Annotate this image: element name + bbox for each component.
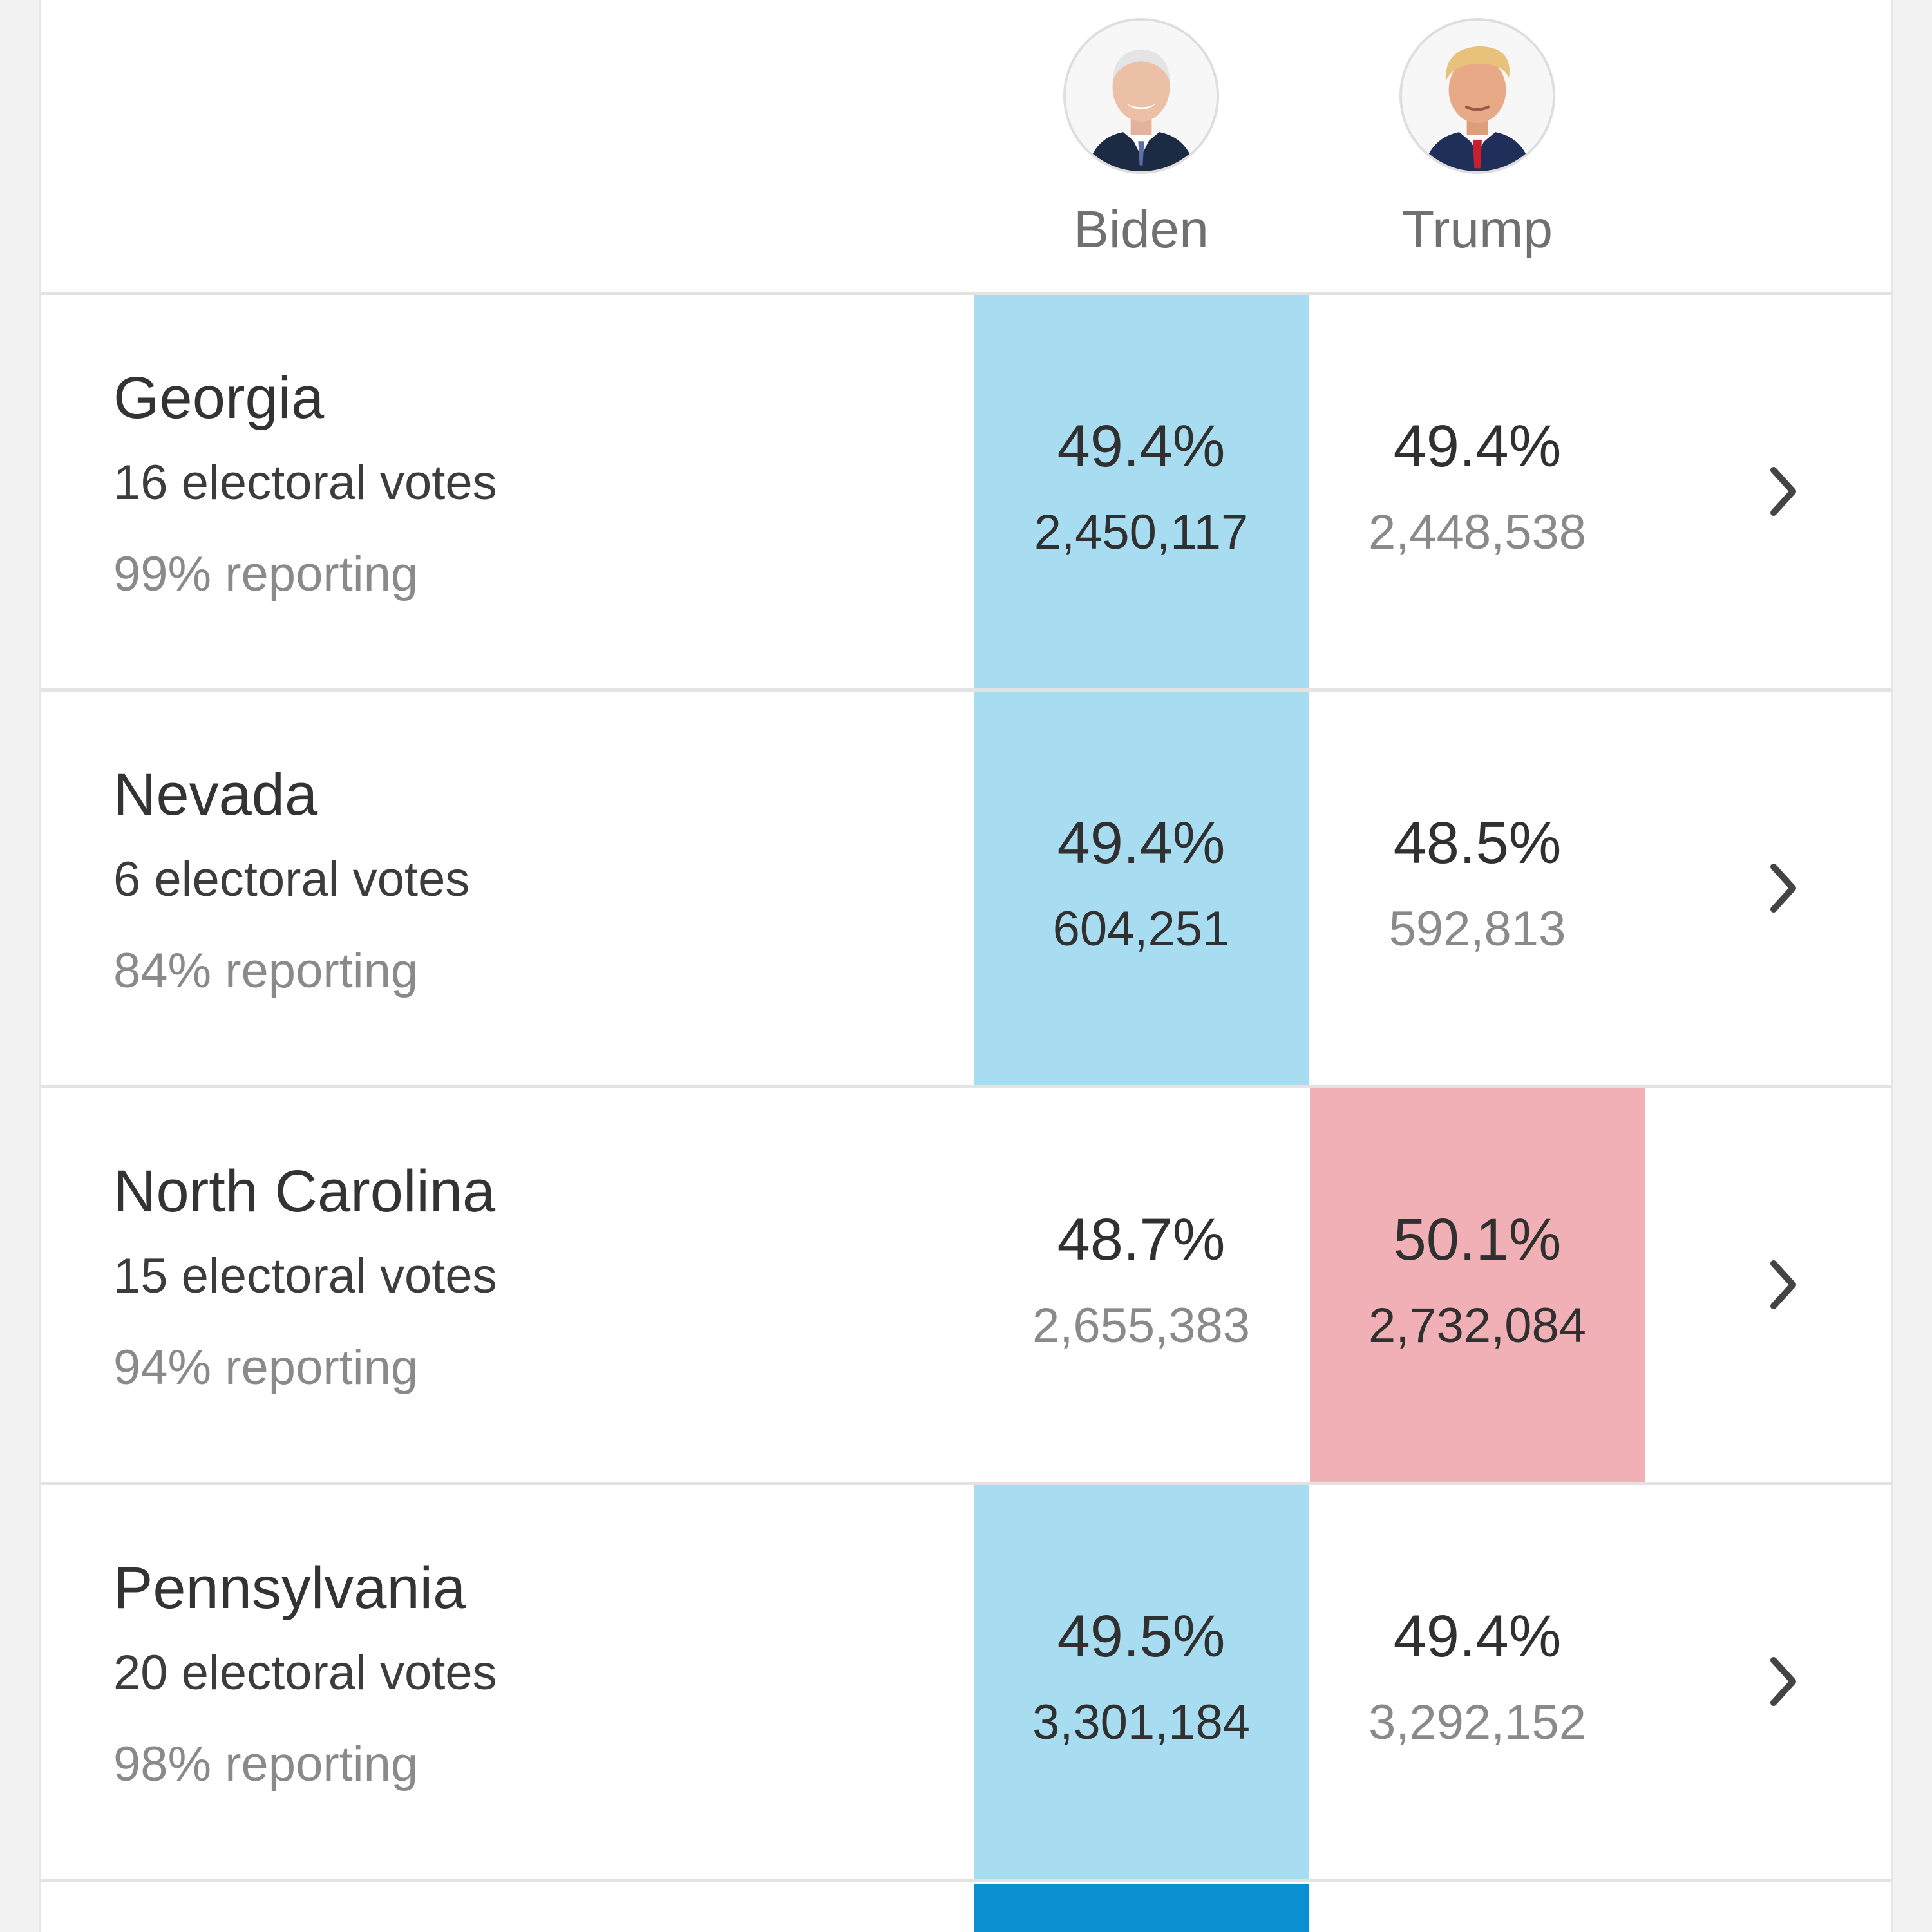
state-name: Nevada xyxy=(113,762,318,828)
candidate-name-biden: Biden xyxy=(1074,200,1209,259)
biden-result-cell-partial xyxy=(974,1884,1309,1932)
chevron-right-icon[interactable] xyxy=(1754,1256,1812,1314)
trump-avatar xyxy=(1399,18,1555,174)
state-row-north-carolina[interactable]: North Carolina 15 electoral votes 94% re… xyxy=(41,1088,1891,1485)
trump-result-cell: 49.4% 2,448,538 xyxy=(1310,295,1645,688)
biden-vote-count: 604,251 xyxy=(1052,902,1230,956)
biden-percentage: 48.7% xyxy=(1057,1207,1226,1273)
biden-percentage: 49.5% xyxy=(1057,1604,1226,1669)
trump-result-cell: 50.1% 2,732,084 xyxy=(1310,1088,1645,1482)
trump-percentage: 49.4% xyxy=(1393,413,1562,479)
biden-avatar xyxy=(1063,18,1219,174)
state-row-partial[interactable] xyxy=(41,1884,1891,1932)
reporting-status: 94% reporting xyxy=(113,1340,419,1395)
trump-result-cell: 49.4% 3,292,152 xyxy=(1310,1485,1645,1879)
trump-vote-count: 2,448,538 xyxy=(1368,505,1587,560)
electoral-votes: 20 electoral votes xyxy=(113,1645,497,1700)
trump-vote-count: 3,292,152 xyxy=(1368,1695,1587,1750)
trump-percentage: 50.1% xyxy=(1393,1207,1562,1273)
biden-result-cell: 49.5% 3,301,184 xyxy=(974,1485,1309,1879)
biden-vote-count: 3,301,184 xyxy=(1032,1695,1251,1750)
electoral-votes: 16 electoral votes xyxy=(113,455,497,510)
chevron-right-icon[interactable] xyxy=(1754,859,1812,917)
state-info: Pennsylvania 20 electoral votes 98% repo… xyxy=(113,1556,497,1792)
chevron-right-icon[interactable] xyxy=(1754,1653,1812,1710)
state-name: Pennsylvania xyxy=(113,1555,466,1621)
biden-vote-count: 2,655,383 xyxy=(1032,1298,1251,1353)
biden-result-cell: 49.4% 2,450,117 xyxy=(974,295,1309,688)
biden-result-cell: 49.4% 604,251 xyxy=(974,692,1309,1085)
trump-result-cell: 48.5% 592,813 xyxy=(1310,692,1645,1085)
trump-vote-count: 592,813 xyxy=(1388,902,1566,956)
reporting-status: 99% reporting xyxy=(113,547,419,601)
reporting-status: 98% reporting xyxy=(113,1737,419,1792)
candidate-biden: Biden xyxy=(974,18,1309,259)
candidate-trump: Trump xyxy=(1310,18,1645,259)
trump-percentage: 49.4% xyxy=(1393,1604,1562,1669)
electoral-votes: 15 electoral votes xyxy=(113,1249,497,1303)
state-row-pennsylvania[interactable]: Pennsylvania 20 electoral votes 98% repo… xyxy=(41,1485,1891,1882)
biden-result-cell: 48.7% 2,655,383 xyxy=(974,1088,1309,1482)
state-name: North Carolina xyxy=(113,1159,496,1224)
chevron-right-icon[interactable] xyxy=(1754,462,1812,520)
biden-vote-count: 2,450,117 xyxy=(1034,505,1249,560)
election-results-card: Biden Trump Georgia 16 electora xyxy=(39,0,1893,1932)
trump-portrait-icon xyxy=(1402,21,1553,171)
trump-percentage: 48.5% xyxy=(1393,810,1562,876)
trump-vote-count: 2,732,084 xyxy=(1368,1298,1587,1353)
candidate-name-trump: Trump xyxy=(1402,200,1553,259)
state-info: Nevada 6 electoral votes 84% reporting xyxy=(113,762,469,998)
electoral-votes: 6 electoral votes xyxy=(113,852,470,907)
state-info: North Carolina 15 electoral votes 94% re… xyxy=(113,1159,497,1395)
biden-percentage: 49.4% xyxy=(1057,810,1226,876)
reporting-status: 84% reporting xyxy=(113,943,419,998)
candidates-header: Biden Trump xyxy=(41,0,1891,295)
biden-portrait-icon xyxy=(1066,21,1217,171)
state-info: Georgia 16 electoral votes 99% reporting xyxy=(113,366,497,601)
biden-percentage: 49.4% xyxy=(1057,413,1226,479)
state-row-georgia[interactable]: Georgia 16 electoral votes 99% reporting… xyxy=(41,295,1891,692)
state-name: Georgia xyxy=(113,365,325,431)
state-row-nevada[interactable]: Nevada 6 electoral votes 84% reporting 4… xyxy=(41,692,1891,1088)
